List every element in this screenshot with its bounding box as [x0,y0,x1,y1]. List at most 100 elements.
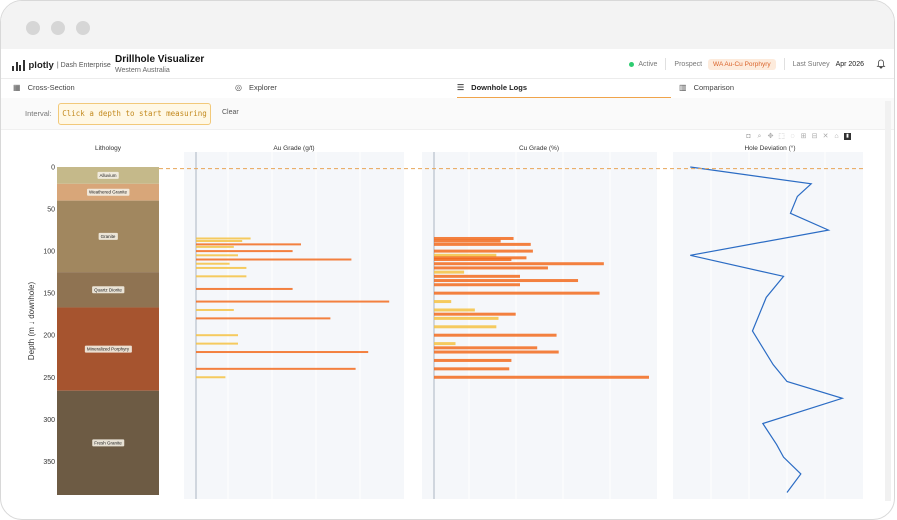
app-title: Drillhole Visualizer [115,54,205,65]
cu-grade-bar [434,346,538,350]
au-grade-bar [196,262,230,265]
lithology-unit-label: Fresh Granite [94,440,122,445]
window-close-icon[interactable] [26,21,40,35]
cu-grade-bar [434,312,516,316]
cu-grade-bar [434,258,512,262]
zoom-in-icon[interactable]: ⊞ [800,133,807,140]
lithology-label-bg [87,188,130,196]
compass-icon: ◎ [235,83,242,92]
brand-name: plotly [28,59,54,71]
au-grade-track [184,152,404,499]
plot-modebar: ◘ ⌕ ✥ ⬚ ◌ ⊞ ⊟ ✕ ⌂ ▮ [745,133,851,140]
cu-grade-track [422,152,657,499]
au-grade-bar [196,351,369,354]
deviation-title: Hole Deviation (°) [744,144,795,152]
au-grade-bar [196,376,226,379]
brand-logo[interactable]: plotly | Dash Enterprise [12,59,111,71]
tab-label: Explorer [248,83,277,92]
depth-tick-label: 50 [47,207,55,214]
depth-tick-label: 100 [43,249,55,256]
cu-grade-bar [434,266,548,270]
track-background [184,152,404,499]
cu-grade-bar [434,279,579,283]
measure-prompt: Click a depth to start measuring [58,103,211,125]
au-grade-bar [196,275,247,278]
window-minimize-icon[interactable] [51,21,65,35]
au-grade-title: Au Grade (g/t) [273,145,314,152]
pan-icon[interactable]: ✥ [767,133,774,140]
cu-grade-title: Cu Grade (%) [519,145,559,152]
grid-icon: ▦ [13,83,21,92]
cu-grade-bar [434,375,649,379]
plotly-icon[interactable]: ▮ [844,133,851,140]
bell-icon[interactable] [876,59,886,69]
app-subtitle: Western Australia [115,67,170,74]
box-select-icon[interactable]: ⬚ [778,133,785,140]
list-icon: ☰ [457,83,465,92]
au-grade-bar [196,237,251,240]
cu-grade-bar [434,249,533,253]
au-grade-bar [196,266,247,269]
autoscale-icon[interactable]: ✕ [822,133,829,140]
lithology-unit-label: Granite [101,234,116,239]
zoom-icon[interactable]: ⌕ [757,133,762,140]
app-header: plotly | Dash Enterprise Drillhole Visua… [1,49,894,79]
au-grade-bar [196,240,243,243]
lithology-label-bg [84,345,132,353]
tab-downhole-logs[interactable]: ☰ Downhole Logs [457,78,671,98]
prospect-label: Prospect [674,60,703,68]
lithology-label-bg [92,439,125,447]
window-maximize-icon[interactable] [76,21,90,35]
lithology-unit-label: Weathered Granite [89,190,127,195]
lithology-label-bg [97,171,119,179]
depth-tick-label: 0 [51,165,55,172]
status-text: Active [638,60,658,68]
lithology-unit-label: Quartz Diorite [94,287,122,292]
tab-label: Cross-Section [27,83,75,92]
measure-toolbar: Interval: Click a depth to start measuri… [1,98,894,130]
tab-explorer[interactable]: ◎ Explorer [235,78,457,97]
columns-icon: ▥ [679,83,687,92]
au-grade-bar [196,258,352,261]
reset-icon[interactable]: ⌂ [834,133,839,140]
plotly-logo-icon [12,59,25,71]
cu-grade-bar [434,256,527,260]
depth-tick-label: 150 [43,291,55,298]
cu-grade-bar [434,274,520,278]
au-grade-bar [196,254,238,257]
lasso-icon[interactable]: ◌ [790,133,795,140]
lithology-label-bg [98,232,118,240]
au-grade-bar [196,287,293,290]
cu-grade-bar [434,316,499,320]
cu-grade-bar [434,300,452,304]
cu-grade-bar [434,350,559,354]
cu-grade-bar [434,236,514,240]
depth-tick-label: 300 [43,417,55,424]
tab-label: Downhole Logs [471,83,528,92]
cu-grade-bar [434,358,512,362]
au-grade-bar [196,250,293,253]
downhole-log-plot[interactable]: Lithology Au Grade (g/t) Cu Grade (%) Ho… [1,1,881,499]
tab-comparison[interactable]: ▥ Comparison [679,78,894,97]
cu-grade-bar [434,333,557,337]
clear-button[interactable]: Clear [222,109,239,116]
survey-value: Apr 2026 [835,60,864,68]
au-grade-bar [196,243,301,246]
lithology-track: Alluvium Weathered Granite Granite Quartz D… [57,167,159,495]
cu-grade-bar [434,342,456,346]
vertical-scrollbar[interactable] [885,101,891,501]
au-grade-bar [196,367,356,370]
cu-grade-bar [434,291,600,295]
status-dot-icon [629,61,635,67]
au-grade-bar [196,317,331,320]
tab-cross-section[interactable]: ▦ Cross-Section [13,78,235,97]
cu-grade-bar [434,325,497,329]
header-status-area: Active Prospect WA Au-Cu Porphyry Last S… [629,58,886,70]
zoom-out-icon[interactable]: ⊟ [811,133,818,140]
cu-grade-bar [434,239,501,243]
camera-icon[interactable]: ◘ [746,133,751,140]
cu-grade-bar [434,270,465,274]
lithology-unit-label: Mineralized Porphyry [87,347,130,352]
survey-label: Last Survey [792,60,830,68]
